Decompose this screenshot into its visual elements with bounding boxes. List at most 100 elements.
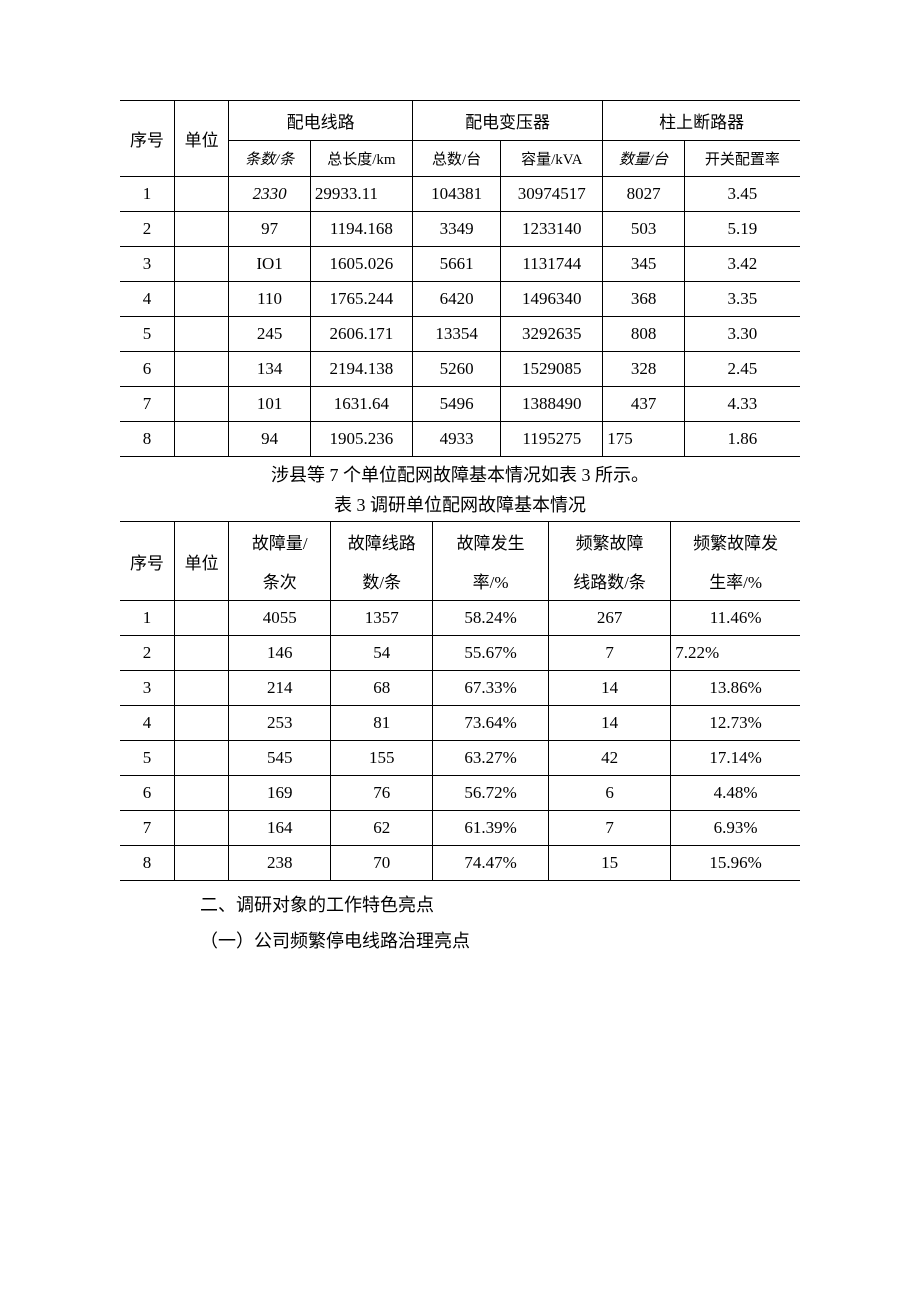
table-cell: 2330 <box>229 177 311 212</box>
table-cell: 267 <box>548 601 670 636</box>
col-fault-lines-a: 故障线路 <box>331 522 433 562</box>
table-cell: 1194.168 <box>310 212 412 247</box>
table-cell: 5 <box>120 741 174 776</box>
table-cell: 328 <box>603 352 685 387</box>
table-cell: 4933 <box>412 422 500 457</box>
table-cell: 7 <box>120 811 174 846</box>
table-cell: 7 <box>120 387 174 422</box>
table-cell: 1529085 <box>501 352 603 387</box>
table-cell: 1 <box>120 601 174 636</box>
section-heading-2: 二、调研对象的工作特色亮点 <box>200 891 800 917</box>
table-cell: 63.27% <box>433 741 549 776</box>
sub-length: 总长度/km <box>310 141 412 177</box>
col-freq-lines-a: 频繁故障 <box>548 522 670 562</box>
col-fault-count-a: 故障量/ <box>229 522 331 562</box>
table-cell <box>174 601 228 636</box>
table-cell: 42 <box>548 741 670 776</box>
table-cell: 81 <box>331 706 433 741</box>
table-cell: 6 <box>548 776 670 811</box>
table-cell: 55.67% <box>433 636 549 671</box>
col-fault-rate-a: 故障发生 <box>433 522 549 562</box>
table-cell: 104381 <box>412 177 500 212</box>
table-cell <box>174 387 228 422</box>
table-cell: 73.64% <box>433 706 549 741</box>
col-fault-rate-b: 率/% <box>433 561 549 601</box>
table-cell: 5496 <box>412 387 500 422</box>
table-cell: 3.42 <box>684 247 800 282</box>
table-cell: 5 <box>120 317 174 352</box>
table-cell: 214 <box>229 671 331 706</box>
table-cell: 1357 <box>331 601 433 636</box>
table-cell: 56.72% <box>433 776 549 811</box>
table-cell: 134 <box>229 352 311 387</box>
sub-count: 条数/条 <box>229 141 311 177</box>
table-row: 32146867.33%1413.86% <box>120 671 800 706</box>
fault-table: 序号 单位 故障量/ 故障线路 故障发生 频繁故障 频繁故障发 条次 数/条 率… <box>120 521 800 881</box>
equipment-table: 序号 单位 配电线路 配电变压器 柱上断路器 条数/条 总长度/km 总数/台 … <box>120 100 800 457</box>
table-cell: 2.45 <box>684 352 800 387</box>
table-cell: 7 <box>548 636 670 671</box>
table-cell <box>174 671 228 706</box>
table-cell: 13354 <box>412 317 500 352</box>
table-row: 71646261.39%76.93% <box>120 811 800 846</box>
table2-header-row: 序号 单位 故障量/ 故障线路 故障发生 频繁故障 频繁故障发 <box>120 522 800 562</box>
table-row: 61697656.72%64.48% <box>120 776 800 811</box>
col-seq: 序号 <box>120 101 174 177</box>
table-cell: 3 <box>120 671 174 706</box>
table-cell: 94 <box>229 422 311 457</box>
table-row: 52452606.1711335432926358083.30 <box>120 317 800 352</box>
table-cell: 7.22% <box>671 636 800 671</box>
table-row: 21465455.67%77.22% <box>120 636 800 671</box>
table-row: 3IO11605.026566111317443453.42 <box>120 247 800 282</box>
col-fault-count-b: 条次 <box>229 561 331 601</box>
col-group-breaker: 柱上断路器 <box>603 101 800 141</box>
table-row: 8941905.236493311952751751.86 <box>120 422 800 457</box>
table-cell: 67.33% <box>433 671 549 706</box>
col-group-transformer: 配电变压器 <box>412 101 602 141</box>
table-cell <box>174 811 228 846</box>
table-cell: 4.33 <box>684 387 800 422</box>
table-cell: 437 <box>603 387 685 422</box>
table-cell: 503 <box>603 212 685 247</box>
table-cell: 4 <box>120 706 174 741</box>
table-row: 61342194.138526015290853282.45 <box>120 352 800 387</box>
table-cell: 1.86 <box>684 422 800 457</box>
table-cell: 74.47% <box>433 846 549 881</box>
table-cell: 4.48% <box>671 776 800 811</box>
table-cell: 15 <box>548 846 670 881</box>
col-unit: 单位 <box>174 101 228 177</box>
table-header-row: 序号 单位 配电线路 配电变压器 柱上断路器 <box>120 101 800 141</box>
table-cell: 238 <box>229 846 331 881</box>
table-row: 1233029933.111043813097451780273.45 <box>120 177 800 212</box>
table-cell <box>174 177 228 212</box>
table-cell: 2194.138 <box>310 352 412 387</box>
table-cell: 1631.64 <box>310 387 412 422</box>
table-cell: 6.93% <box>671 811 800 846</box>
table-cell: 4 <box>120 282 174 317</box>
table-cell: 164 <box>229 811 331 846</box>
table-cell: 3.45 <box>684 177 800 212</box>
caption-text-2: 表 3 调研单位配网故障基本情况 <box>120 491 800 517</box>
table-cell: 8 <box>120 422 174 457</box>
table-row: 82387074.47%1515.96% <box>120 846 800 881</box>
table-cell: 6 <box>120 776 174 811</box>
col-unit: 单位 <box>174 522 228 601</box>
table-cell: 8 <box>120 846 174 881</box>
table-cell: 62 <box>331 811 433 846</box>
col-freq-rate-b: 生率/% <box>671 561 800 601</box>
col-fault-lines-b: 数/条 <box>331 561 433 601</box>
table-cell: 8027 <box>603 177 685 212</box>
table-cell: 2606.171 <box>310 317 412 352</box>
sub-total: 总数/台 <box>412 141 500 177</box>
caption-text-1: 涉县等 7 个单位配网故障基本情况如表 3 所示。 <box>120 461 800 487</box>
table-cell: 4055 <box>229 601 331 636</box>
table-cell: 1765.244 <box>310 282 412 317</box>
table-cell: 14 <box>548 671 670 706</box>
table-cell <box>174 212 228 247</box>
table-cell <box>174 846 228 881</box>
table-cell <box>174 706 228 741</box>
table-cell: 11.46% <box>671 601 800 636</box>
table-cell: 7 <box>548 811 670 846</box>
col-seq: 序号 <box>120 522 174 601</box>
table-cell: 1905.236 <box>310 422 412 457</box>
